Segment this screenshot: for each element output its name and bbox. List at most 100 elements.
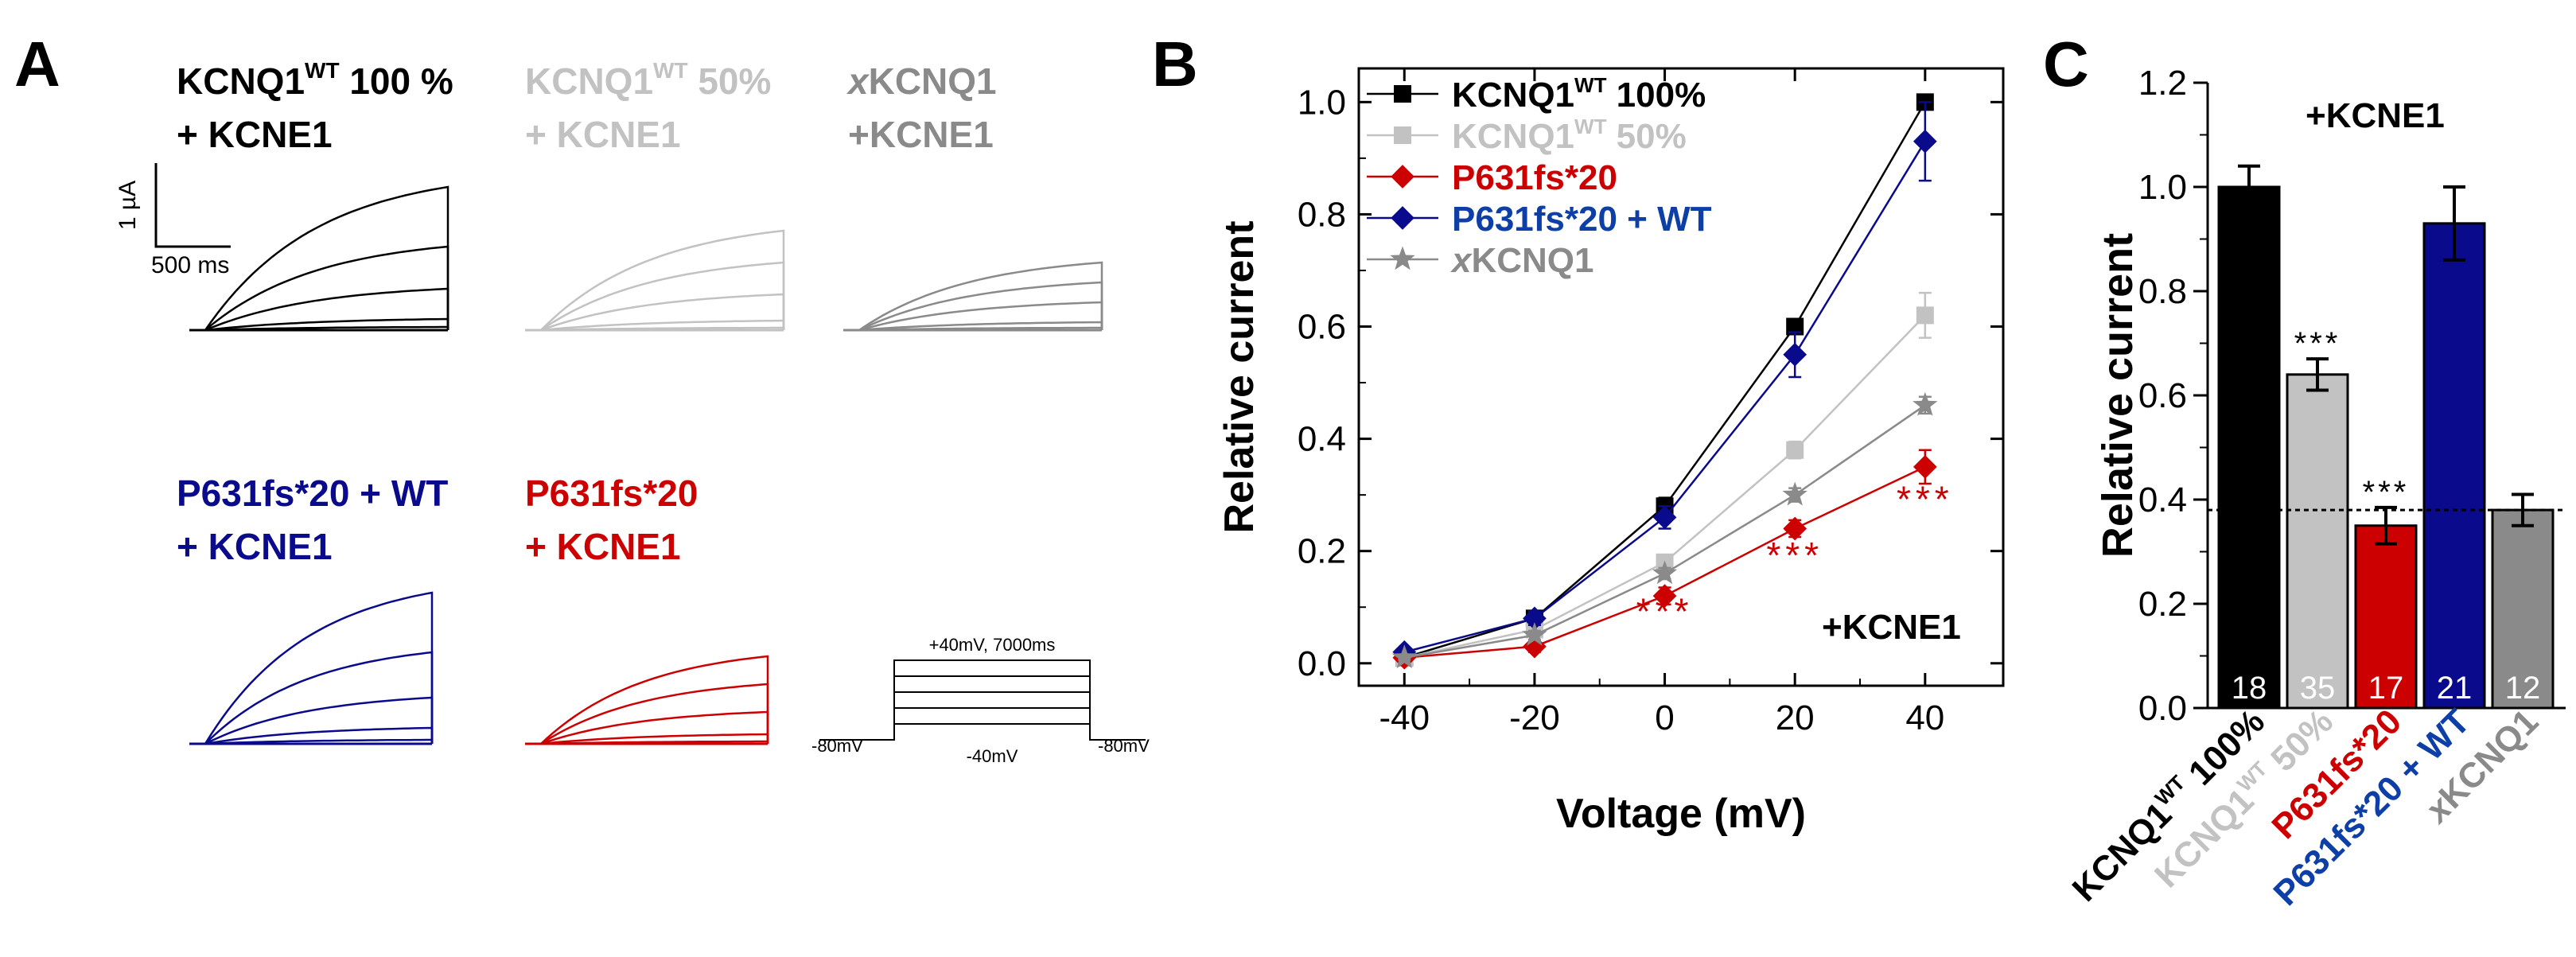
xkcnq1-trace-0 [843,261,1103,332]
label-wt100-kcne1: + KCNE1 [177,114,333,155]
significance-marker: *** [1636,590,1694,632]
n-count-label: 21 [2437,671,2473,706]
scale-bar-time-label: 500 ms [151,252,229,278]
y-tick-label: 0.6 [1298,308,1346,347]
label-mut-kcne1: + KCNE1 [525,526,681,567]
data-point [1913,129,1937,154]
y-axis-label: Relative current [1216,220,1263,533]
mut-trace-3 [525,733,769,745]
label-wt50-kcne1: + KCNE1 [525,114,681,155]
y-tick-label: 1.2 [2138,64,2187,103]
legend-label: KCNQ1WT 50% [1452,115,1687,156]
y-axis-label: Relative current [2094,233,2142,558]
scale-bar: 1 µA 500 ms [115,163,231,278]
iv-chart: -40 -20 0 20 40 0.0 0.2 0.4 0.6 0.8 1.0 Voltage (mV… [1216,67,2005,837]
legend-label: P631fs*20 [1452,158,1617,197]
label-xkcnq1: xKCNQ1 [846,60,997,102]
mut-trace-1 [525,683,769,745]
label-wt50: KCNQ1WT 50% [525,58,771,102]
xkcnq1-trace-3 [843,321,1103,332]
panel-letter-a: A [14,29,60,99]
wt50-trace-3 [525,319,785,332]
significance-marker: *** [2294,326,2341,361]
label-het: P631fs*20 + WT [177,473,448,514]
bar [2286,373,2349,710]
legend-marker [1394,85,1411,103]
x-axis-label: Voltage (mV) [1556,791,1806,837]
x-tick-label: 20 [1776,698,1815,737]
bar [2422,222,2486,710]
voltage-protocol: +40mV, 7000ms -80mV -40mV -80mV [811,635,1150,766]
legend-label: xKCNQ1 [1450,241,1594,280]
xkcnq1-trace-2 [843,301,1103,332]
y-tick-label: 0.0 [1298,644,1346,683]
y-tick-label: 0.4 [2138,480,2187,519]
data-point [1913,391,1938,416]
protocol-return-label: -80mV [1098,736,1150,756]
het-trace-3 [189,726,434,745]
significance-marker: *** [1897,478,1954,519]
data-point [1652,584,1677,608]
panel-b: B -40 -20 0 20 40 0.0 0.2 0.4 0.6 0.8 1.0 Voltage (… [1152,29,2005,837]
data-point [1786,441,1804,459]
x-tick-label: 40 [1905,698,1944,737]
bar [2217,185,2281,710]
x-tick-label: -40 [1379,698,1430,737]
y-tick-label: 0.2 [2138,585,2187,624]
condition-label: +KCNE1 [1822,608,1961,647]
data-point [1652,505,1677,530]
legend-marker [1391,165,1414,189]
x-tick-label: 0 [1655,698,1674,737]
data-point [1391,644,1417,669]
significance-marker: *** [2363,475,2410,510]
protocol-holding-label: -80mV [811,736,863,756]
wt50-trace-0 [525,229,785,332]
het-trace-1 [189,651,434,745]
panel-a: A KCNQ1WT 100 % + KCNE1 KCNQ1WT 50% + KC… [14,29,1150,766]
n-count-label: 35 [2300,671,2336,706]
mut-trace-0 [525,655,769,745]
label-mut: P631fs*20 [525,473,698,514]
protocol-tail-label: -40mV [967,746,1018,766]
data-point [1783,342,1807,367]
current-traces [189,185,1103,745]
wt100-trace-1 [189,245,449,332]
bar [2491,508,2555,710]
y-tick-label: 0.4 [1298,420,1346,459]
y-tick-label: 0.2 [1298,532,1346,571]
panel-letter-b: B [1152,29,1198,99]
wt50-trace-2 [525,293,785,332]
legend-label: KCNQ1WT 100% [1452,73,1706,115]
bar-chart: 0.0 0.2 0.4 0.6 0.8 1.0 1.2 Relative current +KC… [2065,64,2566,913]
y-tick-label: 0.6 [2138,376,2187,415]
y-tick-label: 0.8 [1298,195,1346,234]
wt100-trace-3 [189,317,449,332]
condition-label: +KCNE1 [2306,96,2445,135]
label-xkcnq1-kcne1: +KCNE1 [848,114,994,155]
panel-letter-c: C [2043,29,2089,99]
het-trace-2 [189,696,434,745]
n-count-label: 18 [2232,671,2267,706]
data-point [1786,317,1804,336]
legend-label: P631fs*20 + WT [1452,200,1712,239]
het-trace-4 [189,738,434,745]
plot-frame [1357,67,2005,687]
x-tick-label: -20 [1509,698,1560,737]
label-het-kcne1: + KCNE1 [177,526,333,567]
y-tick-label: 0.8 [2138,272,2187,311]
data-point [1523,606,1547,631]
legend-marker [1390,246,1415,270]
data-point [1522,622,1547,646]
wt50-trace-1 [525,261,785,332]
wt100-trace-2 [189,287,449,332]
het-trace-0 [189,591,434,745]
panel-c: C 0.0 0.2 0.4 0.6 0.8 1.0 1.2 Relative current +… [2043,29,2566,913]
data-point [1913,455,1937,479]
y-tick-label: 0.0 [2138,689,2187,728]
scale-bar-current-label: 1 µA [115,181,141,230]
series-2 [1392,449,1937,670]
n-count-label: 12 [2505,671,2541,706]
data-point [1783,516,1807,541]
legend: KCNQ1WT 100%KCNQ1WT 50%P631fs*20P631fs*2… [1367,73,1712,280]
